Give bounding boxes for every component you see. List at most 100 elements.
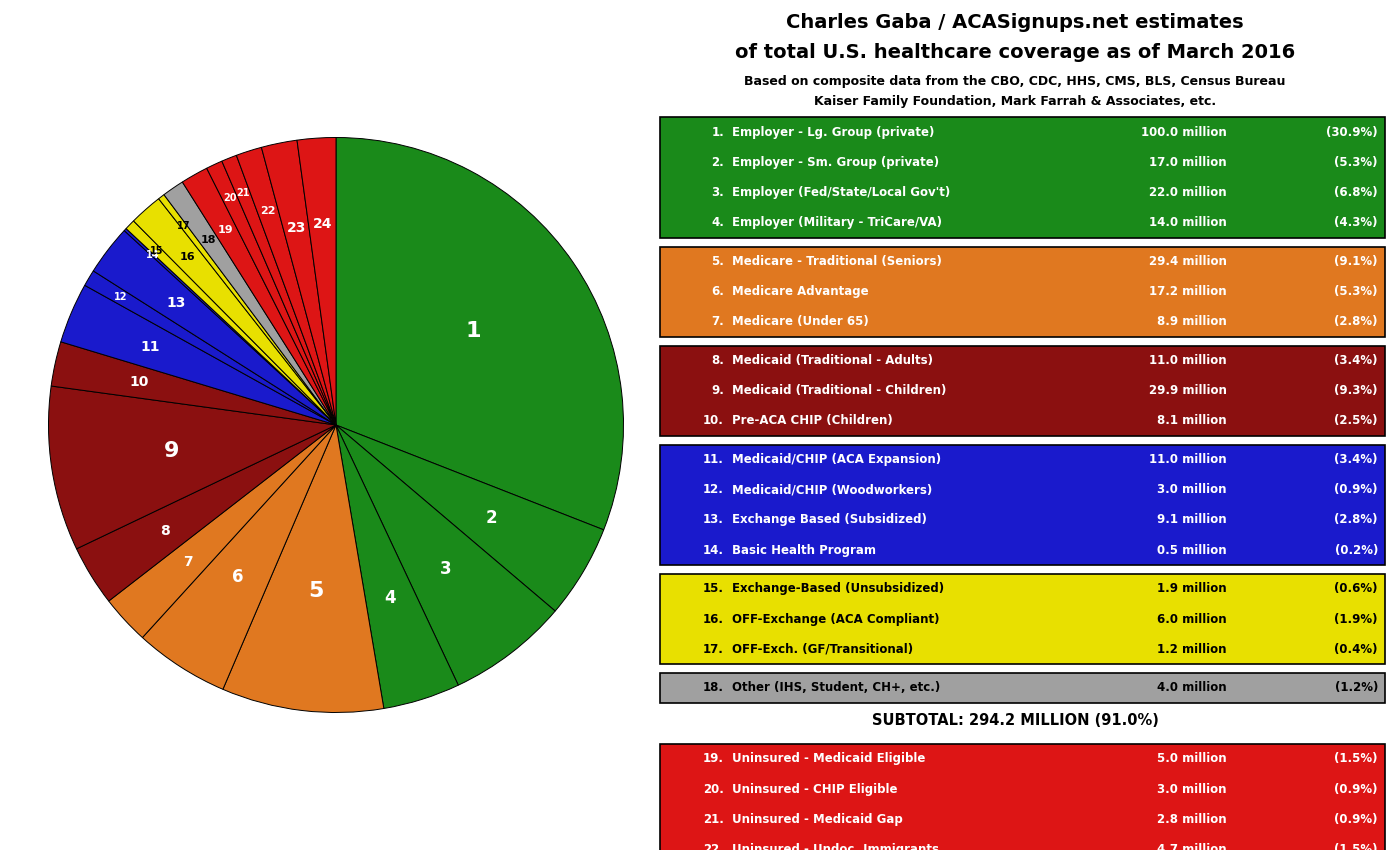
- Text: SUBTOTAL: 294.2 MILLION (91.0%): SUBTOTAL: 294.2 MILLION (91.0%): [872, 713, 1158, 728]
- Text: 18.: 18.: [703, 682, 724, 694]
- Text: 11.: 11.: [703, 453, 724, 466]
- Wedge shape: [164, 182, 336, 425]
- Text: Exchange-Based (Unsubsidized): Exchange-Based (Unsubsidized): [731, 582, 944, 595]
- Text: 10.: 10.: [703, 415, 724, 428]
- Wedge shape: [126, 221, 336, 425]
- Text: 100.0 million: 100.0 million: [1141, 126, 1226, 139]
- Text: Medicaid/CHIP (ACA Expansion): Medicaid/CHIP (ACA Expansion): [731, 453, 941, 466]
- Text: 23: 23: [287, 221, 305, 235]
- Text: 2.8 million: 2.8 million: [1156, 813, 1226, 825]
- Text: 4: 4: [384, 589, 396, 607]
- Wedge shape: [207, 162, 336, 425]
- Text: Employer - Sm. Group (private): Employer - Sm. Group (private): [731, 156, 938, 169]
- Text: (1.5%): (1.5%): [1334, 843, 1378, 850]
- Text: 20: 20: [223, 194, 237, 203]
- Text: 14.: 14.: [703, 544, 724, 557]
- Text: 22: 22: [260, 207, 276, 216]
- Bar: [659, 345, 1386, 436]
- Text: 14: 14: [146, 250, 160, 260]
- Text: 22.0 million: 22.0 million: [1149, 186, 1226, 199]
- Text: (2.8%): (2.8%): [1334, 315, 1378, 328]
- Text: 1.: 1.: [711, 126, 724, 139]
- Text: Kaiser Family Foundation, Mark Farrah & Associates, etc.: Kaiser Family Foundation, Mark Farrah & …: [813, 95, 1217, 108]
- Text: 17.2 million: 17.2 million: [1149, 286, 1226, 298]
- Bar: [659, 574, 1386, 664]
- Text: 13.: 13.: [703, 513, 724, 526]
- Text: Uninsured - Undoc. Immigrants: Uninsured - Undoc. Immigrants: [731, 843, 938, 850]
- Wedge shape: [133, 199, 336, 425]
- Text: 7.: 7.: [711, 315, 724, 328]
- Text: 2.: 2.: [711, 156, 724, 169]
- Text: (2.8%): (2.8%): [1334, 513, 1378, 526]
- Text: 8.1 million: 8.1 million: [1156, 415, 1226, 428]
- Wedge shape: [85, 271, 336, 425]
- Text: Uninsured - Medicaid Gap: Uninsured - Medicaid Gap: [731, 813, 902, 825]
- Text: (0.2%): (0.2%): [1334, 544, 1378, 557]
- Text: (0.9%): (0.9%): [1334, 783, 1378, 796]
- Bar: [659, 672, 1386, 703]
- Text: Medicaid/CHIP (Woodworkers): Medicaid/CHIP (Woodworkers): [731, 484, 932, 496]
- Text: Other (IHS, Student, CH+, etc.): Other (IHS, Student, CH+, etc.): [731, 682, 939, 694]
- Text: of total U.S. healthcare coverage as of March 2016: of total U.S. healthcare coverage as of …: [735, 42, 1295, 61]
- Text: Uninsured - CHIP Eligible: Uninsured - CHIP Eligible: [731, 783, 897, 796]
- Wedge shape: [336, 425, 458, 709]
- Text: Medicaid (Traditional - Children): Medicaid (Traditional - Children): [731, 384, 946, 397]
- Text: 17: 17: [178, 221, 190, 231]
- Text: 24: 24: [312, 218, 332, 231]
- Text: 18: 18: [202, 235, 217, 246]
- Text: (30.9%): (30.9%): [1326, 126, 1378, 139]
- Bar: [659, 445, 1386, 565]
- Text: (1.2%): (1.2%): [1334, 682, 1378, 694]
- Text: 0.5 million: 0.5 million: [1156, 544, 1226, 557]
- Text: Medicare (Under 65): Medicare (Under 65): [731, 315, 868, 328]
- Text: 19: 19: [218, 225, 234, 235]
- Wedge shape: [60, 286, 336, 425]
- Text: 4.7 million: 4.7 million: [1156, 843, 1226, 850]
- Text: 8.9 million: 8.9 million: [1156, 315, 1226, 328]
- Text: 17.0 million: 17.0 million: [1149, 156, 1226, 169]
- Text: Employer - Lg. Group (private): Employer - Lg. Group (private): [731, 126, 934, 139]
- Text: Pre-ACA CHIP (Children): Pre-ACA CHIP (Children): [731, 415, 892, 428]
- Wedge shape: [109, 425, 336, 638]
- Text: (1.5%): (1.5%): [1334, 752, 1378, 765]
- Wedge shape: [223, 425, 384, 712]
- Text: 6: 6: [232, 569, 244, 586]
- Text: 8.: 8.: [711, 354, 724, 367]
- Text: (0.9%): (0.9%): [1334, 813, 1378, 825]
- Text: 10: 10: [130, 375, 148, 389]
- Text: Medicare Advantage: Medicare Advantage: [731, 286, 868, 298]
- Text: 22.: 22.: [703, 843, 724, 850]
- Bar: [659, 744, 1386, 850]
- Text: (9.3%): (9.3%): [1334, 384, 1378, 397]
- Wedge shape: [262, 140, 336, 425]
- Text: 5.: 5.: [711, 255, 724, 268]
- Text: 3.0 million: 3.0 million: [1158, 484, 1226, 496]
- Text: 11: 11: [141, 339, 161, 354]
- Wedge shape: [182, 168, 336, 425]
- Text: 1: 1: [466, 321, 482, 341]
- Text: 13: 13: [167, 296, 186, 309]
- Text: 29.9 million: 29.9 million: [1149, 384, 1226, 397]
- Text: (6.8%): (6.8%): [1334, 186, 1378, 199]
- Text: 6.0 million: 6.0 million: [1156, 613, 1226, 626]
- Wedge shape: [336, 138, 623, 530]
- Text: (2.5%): (2.5%): [1334, 415, 1378, 428]
- Text: 20.: 20.: [703, 783, 724, 796]
- Text: 7: 7: [183, 554, 193, 569]
- Text: (4.3%): (4.3%): [1334, 217, 1378, 230]
- Text: Basic Health Program: Basic Health Program: [731, 544, 875, 557]
- Text: 4.0 million: 4.0 million: [1156, 682, 1226, 694]
- Text: (3.4%): (3.4%): [1334, 354, 1378, 367]
- Wedge shape: [49, 386, 336, 549]
- Text: 4.: 4.: [711, 217, 724, 230]
- Bar: [659, 117, 1386, 238]
- Text: 5.0 million: 5.0 million: [1156, 752, 1226, 765]
- Text: 29.4 million: 29.4 million: [1149, 255, 1226, 268]
- Text: Employer (Military - TriCare/VA): Employer (Military - TriCare/VA): [731, 217, 941, 230]
- Text: 3: 3: [440, 560, 452, 578]
- Text: OFF-Exch. (GF/Transitional): OFF-Exch. (GF/Transitional): [731, 643, 913, 655]
- Text: 12: 12: [115, 292, 127, 302]
- Text: 1.2 million: 1.2 million: [1158, 643, 1226, 655]
- Text: 3.: 3.: [711, 186, 724, 199]
- Text: (0.9%): (0.9%): [1334, 484, 1378, 496]
